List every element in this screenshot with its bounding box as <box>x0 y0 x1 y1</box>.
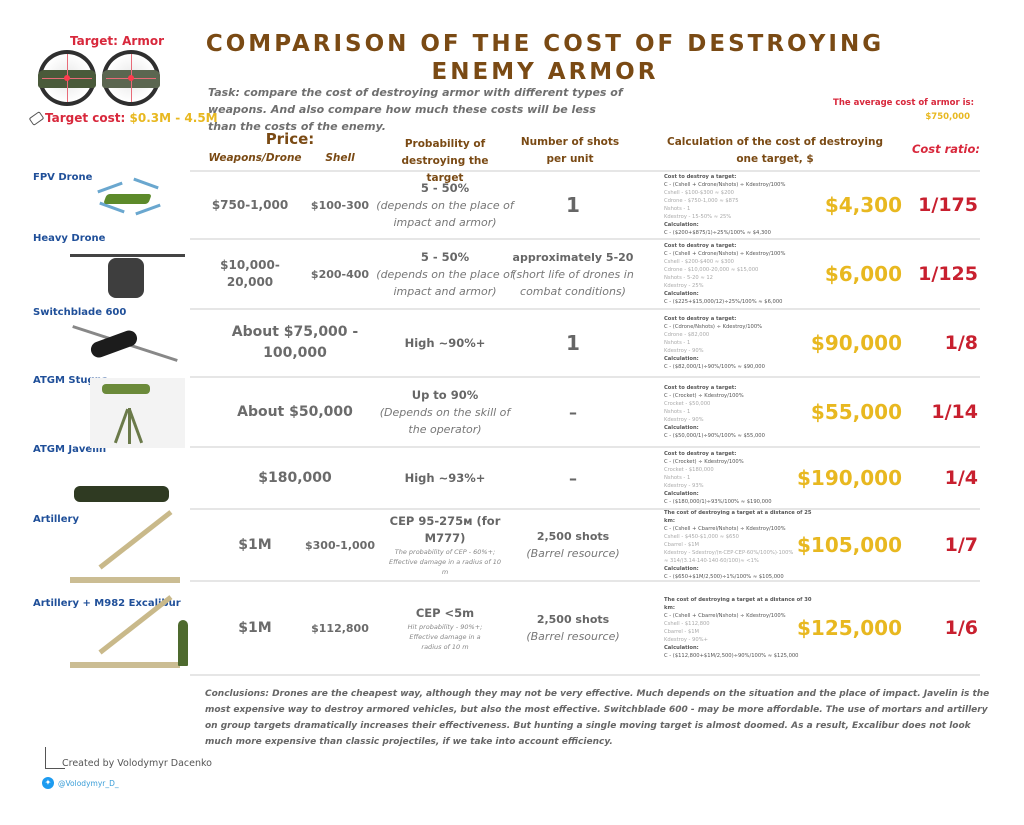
calculation: Cost to destroy a target: C - (Cdrone/Ns… <box>664 316 765 370</box>
shell-price: $300-1,000 <box>305 538 375 552</box>
page-title: COMPARISON OF THE COST OF DESTROYING ENE… <box>205 31 885 85</box>
twitter-handle[interactable]: ✦ @Volodymyr_D_ <box>42 777 119 789</box>
table-row: $10,000-20,000 $200-400 5 - 50% (depends… <box>190 238 980 308</box>
signature-icon <box>45 747 65 769</box>
javelin-image <box>70 478 180 512</box>
target-cost: Target cost: $0.3M - 4.5M <box>28 111 218 126</box>
stugna-image <box>90 378 185 448</box>
probability: 5 - 50% (depends on the place of impact … <box>376 249 514 298</box>
target-armor-images <box>38 50 188 106</box>
calculation: The cost of destroying a target at a dis… <box>664 597 812 659</box>
shots: 2,500 shots (Barrel resource) <box>526 530 620 560</box>
cost-value: $90,000 <box>810 331 902 355</box>
shots: 2,500 shots (Barrel resource) <box>526 613 620 643</box>
weapon-label-excalibur: Artillery + M982 Excalibur <box>33 598 181 609</box>
howitzer-image <box>60 510 185 585</box>
probability: High ~90%+ <box>404 335 486 350</box>
probability: CEP <5m Hit probability - 90%+; Effectiv… <box>407 605 483 651</box>
cost-ratio: 1/7 <box>944 534 978 556</box>
weapon-price: About $75,000 - 100,000 <box>231 324 359 361</box>
table-row: $750-1,000 $100-300 5 - 50% (depends on … <box>190 170 980 238</box>
calculation: Cost to destroy a target: C - (Crocket) … <box>664 385 765 439</box>
weapon-label-stugna: ATGM Stugna <box>33 375 109 386</box>
cost-value: $125,000 <box>796 616 902 640</box>
shots: approximately 5-20 (short life of drones… <box>512 250 634 298</box>
cost-ratio: 1/6 <box>944 617 978 639</box>
table-row: $1M $300-1,000 CEP 95-275м (for M777) Th… <box>190 508 980 580</box>
probability: CEP 95-275м (for M777) The probability o… <box>388 514 502 576</box>
shots: – <box>569 468 577 488</box>
shots: 1 <box>566 192 580 217</box>
switchblade-image <box>60 320 190 368</box>
calculation: Cost to destroy a target: C - (Cshell + … <box>664 243 786 305</box>
weapon-price: $10,000-20,000 <box>220 258 280 289</box>
shots: 1 <box>566 330 580 355</box>
cost-ratio: 1/125 <box>918 263 978 285</box>
cost-ratio: 1/4 <box>944 467 978 489</box>
crosshair-bmp-icon <box>38 50 96 106</box>
target-cost-value: $0.3M - 4.5M <box>129 111 218 125</box>
task-text: Task: compare the cost of destroying arm… <box>208 86 623 133</box>
cost-value: $55,000 <box>810 400 902 424</box>
table-row: $1M $112,800 CEP <5m Hit probability - 9… <box>190 580 980 676</box>
header-price: Price: <box>265 130 315 148</box>
header-calculation: Calculation of the cost of destroying on… <box>667 136 883 165</box>
cost-ratio: 1/14 <box>931 401 978 423</box>
probability: Up to 90% (Depends on the skill of the o… <box>379 387 511 436</box>
calculation: Cost to destroy a target: C - (Crocket) … <box>664 451 772 505</box>
weapon-price: About $50,000 <box>237 403 353 420</box>
header-weapons: Weapons/Drone <box>208 152 302 164</box>
howitzer-excalibur-image <box>60 595 188 670</box>
cost-value: $6,000 <box>824 262 902 286</box>
average-cost-value: $750,000 <box>925 112 970 122</box>
heavy-drone-image <box>70 238 185 298</box>
weapon-label-artillery: Artillery <box>33 514 79 525</box>
cost-value: $4,300 <box>824 193 902 217</box>
fpv-drone-image <box>95 177 165 216</box>
probability: High ~93%+ <box>404 470 486 485</box>
table-row: $180,000 High ~93%+ – Cost to destroy a … <box>190 446 980 508</box>
average-cost-label: The average cost of armor is: <box>833 98 974 108</box>
cost-value: $105,000 <box>796 533 902 557</box>
author-credit: Created by Volodymyr Dacenko <box>62 758 212 769</box>
conclusions-text: Conclusions: Drones are the cheapest way… <box>205 689 990 747</box>
header-cost-ratio: Cost ratio: <box>911 142 980 156</box>
shots: – <box>569 402 577 422</box>
cost-ratio: 1/8 <box>944 332 978 354</box>
header-probability: Probability of destroying the target <box>401 138 489 184</box>
table-row: About $50,000 Up to 90% (Depends on the … <box>190 376 980 446</box>
weapon-label-heavy-drone: Heavy Drone <box>33 233 106 244</box>
weapon-label-fpv: FPV Drone <box>33 172 93 183</box>
weapon-price: $1M <box>238 536 272 553</box>
twitter-icon: ✦ <box>42 777 54 789</box>
target-label: Target: Armor <box>70 34 164 48</box>
cost-value: $190,000 <box>796 466 902 490</box>
crosshair-tank-icon <box>102 50 160 106</box>
price-tag-icon <box>28 111 45 126</box>
weapon-label-switchblade: Switchblade 600 <box>33 307 127 318</box>
shell-price: $200-400 <box>310 267 370 281</box>
weapon-price: $180,000 <box>258 469 332 486</box>
weapon-price: $750-1,000 <box>211 197 289 212</box>
calculation: Cost to destroy a target: C - (Cshell + … <box>664 174 786 236</box>
weapon-label-javelin: ATGM Javelin <box>33 444 107 455</box>
header-shell: Shell <box>325 152 355 164</box>
table-row: About $75,000 - 100,000 High ~90%+ 1 Cos… <box>190 308 980 376</box>
calculation: The cost of destroying a target at a dis… <box>664 510 812 580</box>
shell-price: $112,800 <box>311 621 369 635</box>
weapon-price: $1M <box>238 619 272 636</box>
cost-ratio: 1/175 <box>918 194 978 216</box>
probability: 5 - 50% (depends on the place of impact … <box>376 180 514 229</box>
excalibur-shell-icon <box>178 620 188 666</box>
header-shots: Number of shots per unit <box>520 136 620 165</box>
shell-price: $100-300 <box>310 198 370 212</box>
